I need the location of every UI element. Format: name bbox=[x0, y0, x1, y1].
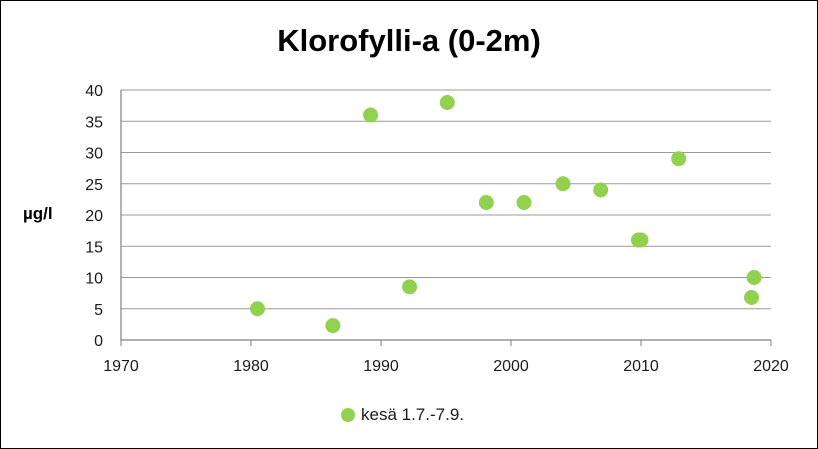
y-axis-label: µg/l bbox=[23, 204, 53, 223]
chart-title: Klorofylli-a (0-2m) bbox=[277, 23, 541, 58]
y-tick-label: 20 bbox=[85, 208, 103, 225]
y-tick-label: 25 bbox=[85, 177, 103, 194]
legend: kesä 1.7.-7.9. bbox=[341, 405, 464, 425]
data-point bbox=[402, 279, 418, 295]
x-tick-label: 2010 bbox=[623, 358, 659, 375]
data-point bbox=[250, 301, 265, 317]
data-point bbox=[325, 318, 341, 334]
y-tick-label: 40 bbox=[85, 83, 103, 100]
data-point bbox=[363, 107, 379, 123]
y-tick-label: 0 bbox=[94, 333, 103, 350]
legend-marker-icon bbox=[341, 408, 355, 422]
data-point bbox=[516, 195, 532, 210]
x-tick-label: 2020 bbox=[753, 358, 789, 375]
y-tick-label: 35 bbox=[85, 114, 103, 131]
x-tick-label: 1990 bbox=[363, 358, 399, 375]
x-tick-label: 1980 bbox=[233, 358, 269, 375]
y-tick-label: 30 bbox=[85, 146, 103, 163]
data-point bbox=[439, 95, 455, 110]
data-point bbox=[593, 182, 609, 198]
y-tick-label: 10 bbox=[85, 271, 103, 288]
data-point bbox=[746, 270, 762, 285]
data-point bbox=[555, 176, 571, 192]
data-point bbox=[671, 151, 687, 167]
y-tick-label: 15 bbox=[85, 239, 103, 256]
x-tick-label: 1970 bbox=[103, 358, 139, 375]
x-tick-label: 2000 bbox=[493, 358, 529, 375]
y-tick-label: 5 bbox=[94, 302, 103, 319]
legend-label: kesä 1.7.-7.9. bbox=[361, 405, 465, 424]
data-point bbox=[633, 232, 649, 248]
data-point bbox=[478, 195, 494, 210]
data-point bbox=[744, 290, 759, 305]
